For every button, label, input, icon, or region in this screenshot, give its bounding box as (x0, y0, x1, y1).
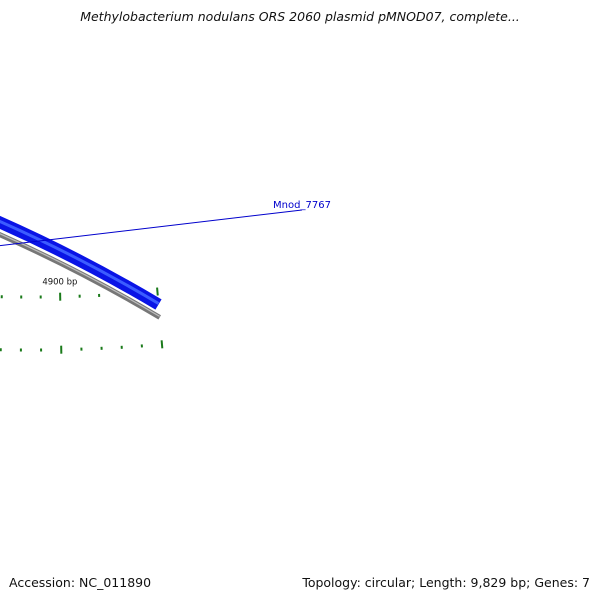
reverse-strand-highlight (0, 233, 160, 317)
gene-leader-line (0, 209, 303, 247)
reverse-strand-track (0, 232, 161, 320)
gene-labels: Mnod_7767 (0, 200, 331, 247)
forward-strand-highlight (0, 220, 160, 305)
map-title: Methylobacterium nodulans ORS 2060 plasm… (80, 9, 520, 24)
accession-text: Accession: NC_011890 (9, 575, 152, 590)
major-tick (156, 287, 159, 296)
inner-tick-marks (0, 340, 164, 354)
gene-label[interactable]: Mnod_7767 (273, 200, 331, 211)
ruler-labels: 4200 bp4300 bp4400 bp4500 bp4600 bp4700 … (42, 278, 77, 288)
major-tick (160, 340, 164, 349)
ruler-label: 4900 bp (42, 278, 77, 288)
topology-summary: Topology: circular; Length: 9,829 bp; Ge… (302, 575, 590, 590)
